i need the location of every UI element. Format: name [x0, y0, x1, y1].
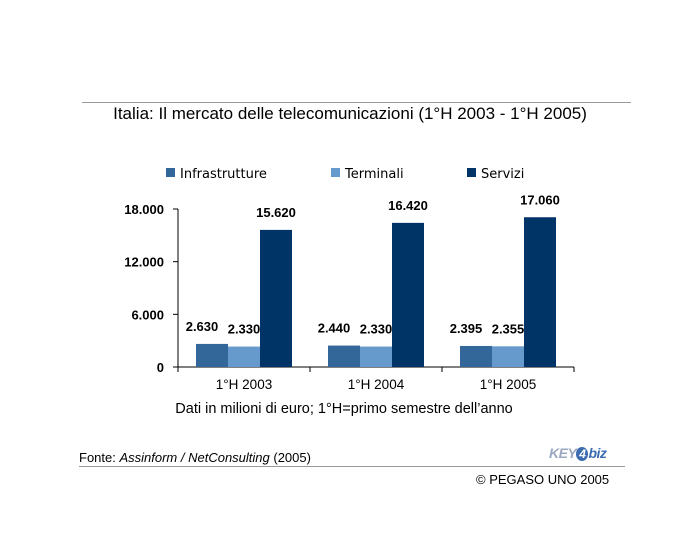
chart-subtitle: Dati in milioni di euro; 1°H=primo semes… [175, 401, 513, 417]
y-tick-label: 0 [157, 360, 164, 375]
copyright-text: © PEGASO UNO 2005 [476, 472, 610, 487]
footer-rule [79, 466, 625, 467]
legend-label: Infrastrutture [180, 167, 267, 182]
legend-label: Terminali [344, 167, 404, 182]
data-label: 2.440 [318, 321, 351, 336]
bar [328, 345, 360, 367]
data-label: 17.060 [520, 192, 560, 207]
data-label: 2.330 [360, 322, 393, 337]
legend-swatch [331, 168, 340, 177]
source-prefix: Fonte: [79, 450, 120, 465]
title-rule [82, 102, 631, 103]
data-label: 2.330 [228, 322, 261, 337]
x-category-label: 1°H 2004 [348, 377, 405, 392]
bar [460, 345, 492, 367]
data-label: 15.620 [256, 205, 296, 220]
bar [228, 346, 260, 367]
y-tick-label: 6.000 [131, 307, 164, 322]
legend-swatch [166, 168, 175, 177]
bar [196, 343, 228, 367]
x-category-label: 1°H 2005 [480, 377, 536, 392]
source-note: Fonte: Assinform / NetConsulting (2005) [79, 450, 311, 465]
data-label: 2.630 [186, 319, 219, 334]
x-category-label: 1°H 2003 [216, 377, 272, 392]
source-name: Assinform / NetConsulting [119, 450, 270, 465]
y-tick-label: 12.000 [124, 255, 164, 270]
bar [260, 229, 292, 367]
source-year: (2005) [269, 450, 311, 465]
bar [392, 222, 424, 367]
data-label: 2.355 [492, 321, 525, 336]
bar [360, 346, 392, 367]
data-label: 16.420 [388, 198, 428, 213]
bar [524, 217, 556, 367]
legend-swatch [467, 168, 476, 177]
legend-label: Servizi [481, 167, 524, 182]
chart-title: Italia: Il mercato delle telecomunicazio… [113, 104, 587, 123]
bar [492, 346, 524, 367]
data-label: 2.395 [450, 321, 483, 336]
y-tick-label: 18.000 [124, 202, 164, 217]
key4biz-logo: KEY 4 biz [549, 445, 607, 461]
